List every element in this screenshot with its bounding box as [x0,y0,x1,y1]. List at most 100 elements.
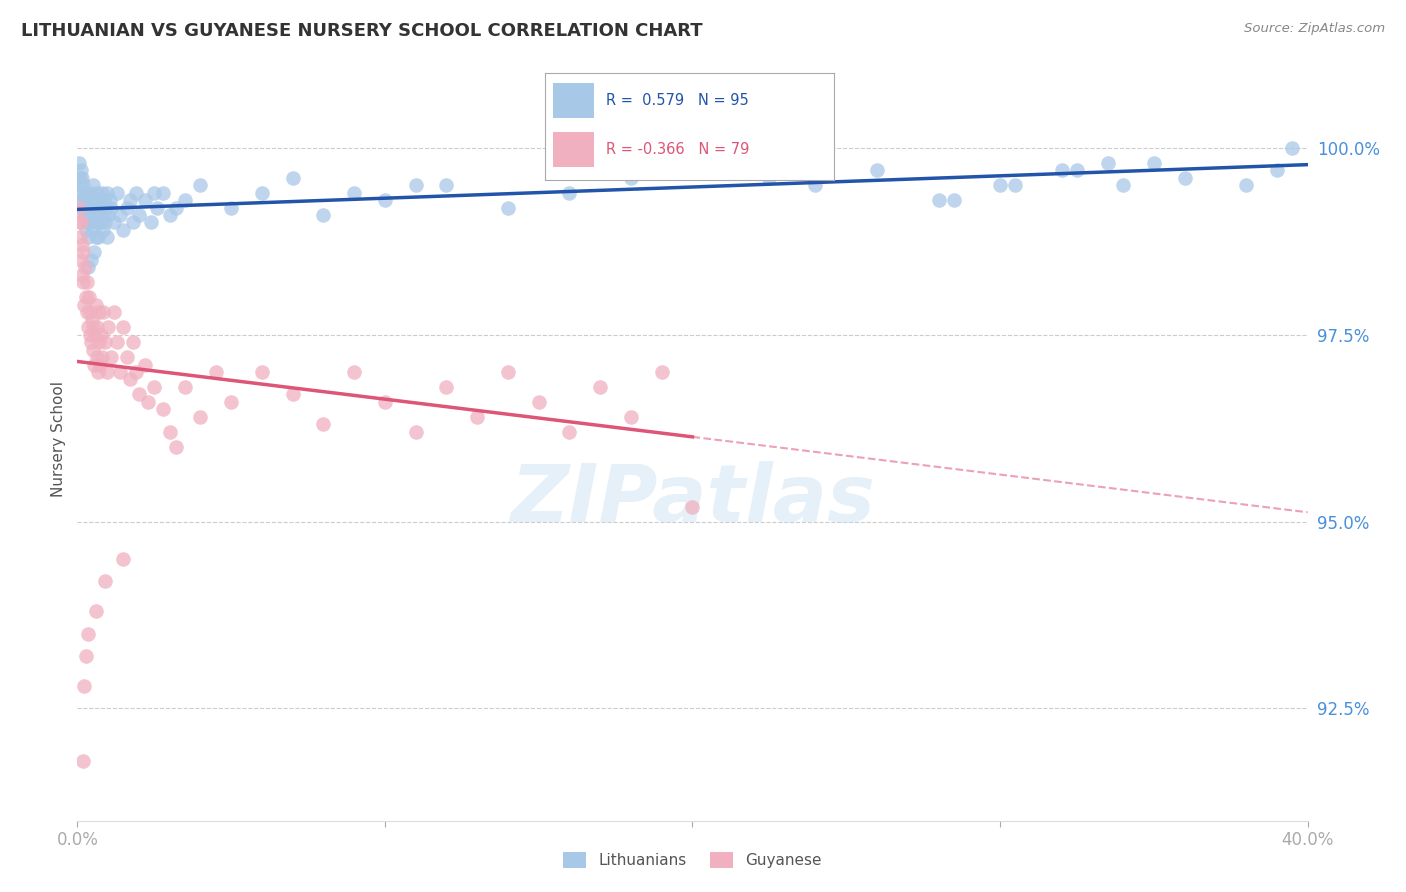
Point [77,320,100,334]
Point [250,365,273,379]
Point [76,215,98,229]
Point [219,201,242,215]
Point [90,201,112,215]
Point [1097,155,1119,169]
Point [70,238,93,252]
Point [82,201,104,215]
Point [152,402,174,417]
Point [651,365,673,379]
Point [620,170,643,185]
Point [72,178,94,193]
Point [84,193,107,207]
Point [70,268,93,282]
Point [80,252,103,267]
Point [742,141,765,155]
Point [87,365,110,379]
Point [134,358,156,372]
Point [72,754,94,768]
Point [86,350,108,364]
Point [84,604,107,618]
Point [125,365,148,379]
Point [165,201,187,215]
Point [80,186,103,200]
Point [93,193,115,207]
Point [105,186,128,200]
Point [84,215,107,229]
Point [90,186,114,200]
Point [465,409,488,424]
Point [84,230,107,244]
Point [804,178,827,193]
Point [93,305,115,319]
Point [159,208,181,222]
Point [87,230,110,244]
Point [96,365,118,379]
Point [558,425,581,439]
Point [436,178,458,193]
Point [75,223,97,237]
Point [69,193,91,207]
Point [589,380,612,394]
Point [70,215,93,229]
Point [250,186,273,200]
Point [69,170,91,185]
Point [165,440,187,454]
Point [87,208,110,222]
Point [77,208,100,222]
Point [83,358,105,372]
Point [90,327,112,342]
Point [374,193,396,207]
Point [87,335,110,350]
Point [110,365,132,379]
Point [928,193,950,207]
Point [100,201,122,215]
Point [174,193,197,207]
Point [79,327,101,342]
Point [97,320,120,334]
Point [105,335,128,350]
Point [942,193,965,207]
Point [620,409,643,424]
Point [527,395,550,409]
Point [125,186,148,200]
Point [134,193,156,207]
Point [76,201,98,215]
Text: LITHUANIAN VS GUYANESE NURSERY SCHOOL CORRELATION CHART: LITHUANIAN VS GUYANESE NURSERY SCHOOL CO… [21,22,703,40]
Point [988,178,1011,193]
Point [496,201,519,215]
Point [103,305,125,319]
Point [118,193,141,207]
Point [1281,141,1303,155]
Point [143,186,166,200]
Point [67,178,90,193]
Point [90,350,114,364]
Point [128,387,150,401]
Point [73,186,96,200]
Point [146,201,169,215]
Point [866,163,889,178]
Point [312,417,335,432]
Point [69,230,91,244]
Point [128,208,150,222]
Point [89,193,111,207]
Point [86,320,108,334]
Point [82,178,104,193]
Point [76,305,98,319]
Point [112,552,135,566]
Point [73,679,96,693]
Point [72,193,94,207]
Point [103,215,125,229]
Point [70,186,93,200]
Point [188,409,212,424]
Text: Source: ZipAtlas.com: Source: ZipAtlas.com [1244,22,1385,36]
Point [77,260,100,275]
Point [152,186,174,200]
Point [174,380,197,394]
Point [115,201,138,215]
Point [204,365,226,379]
Point [70,252,93,267]
Point [79,305,101,319]
Point [72,275,94,289]
Point [82,223,104,237]
Point [1265,163,1288,178]
